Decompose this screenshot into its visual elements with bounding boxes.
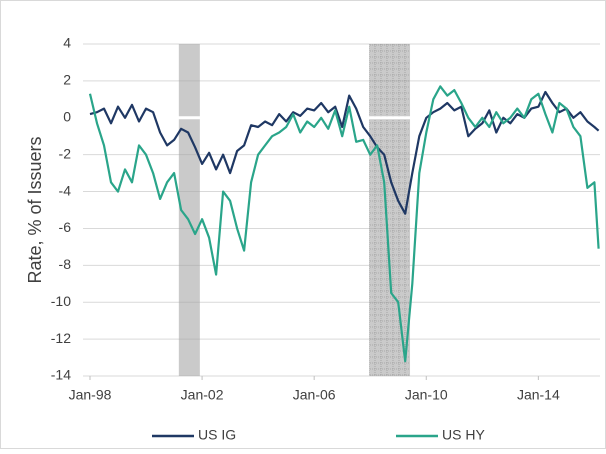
x-tick-label: Jan-06: [293, 387, 336, 403]
recession-band: [178, 44, 200, 376]
y-tick-label: -14: [51, 367, 71, 383]
x-tick-label: Jan-14: [517, 387, 560, 403]
y-tick-label: 2: [63, 72, 71, 88]
y-tick-label: 4: [63, 35, 71, 51]
y-tick-label: -2: [59, 145, 72, 161]
x-tick-label: Jan-10: [405, 387, 448, 403]
legend-label: US HY: [442, 427, 485, 443]
x-tick-label: Jan-02: [181, 387, 224, 403]
y-tick-label: -6: [59, 219, 72, 235]
y-tick-label: -10: [51, 293, 71, 309]
y-tick-label: -8: [59, 256, 72, 272]
x-tick-label: Jan-98: [69, 387, 112, 403]
series-line: [89, 90, 600, 215]
y-tick-label: -4: [59, 182, 72, 198]
legend-label: US IG: [198, 427, 236, 443]
series-line: [88, 85, 600, 363]
y-tick-label: 0: [63, 108, 71, 124]
y-axis-label: Rate, % of Issuers: [25, 136, 45, 283]
y-tick-label: -12: [51, 330, 71, 346]
